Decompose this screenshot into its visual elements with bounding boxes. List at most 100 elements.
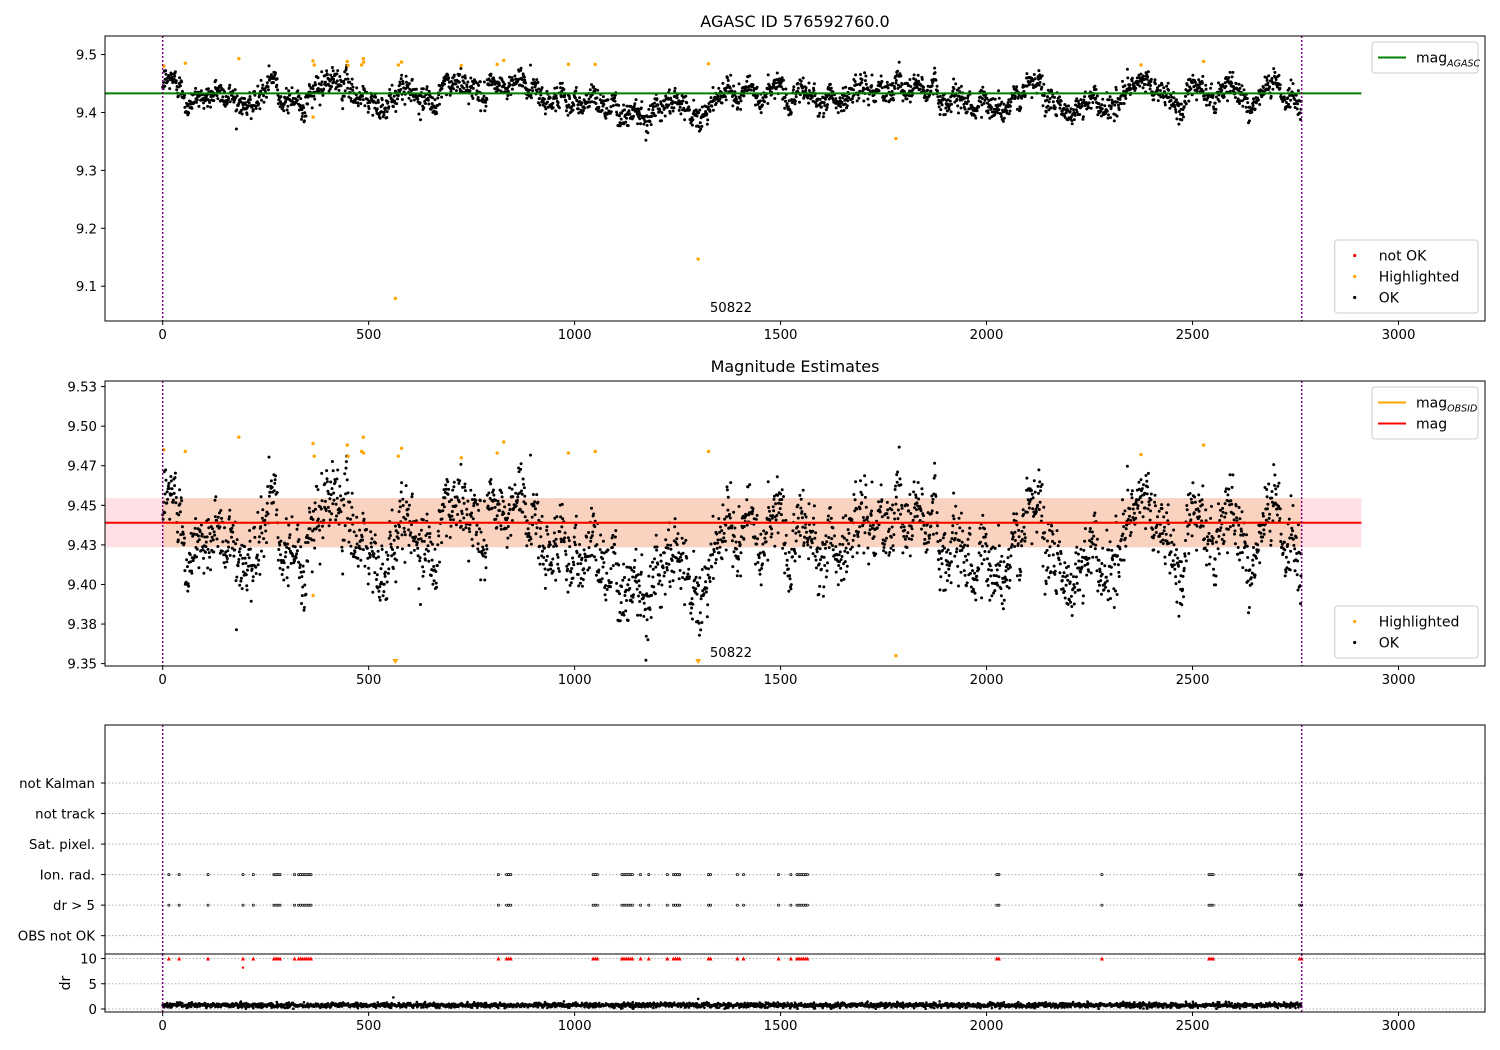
ok-point (1189, 87, 1193, 91)
ok-point (1025, 72, 1029, 76)
ok-point (175, 88, 179, 92)
ok-point (615, 110, 619, 114)
ok-point (478, 80, 482, 84)
ok-point (169, 475, 173, 478)
ok-point (526, 527, 530, 531)
ok-point (685, 101, 689, 105)
ok-point (845, 564, 849, 568)
ok-point (536, 101, 540, 105)
ok-point (669, 547, 673, 551)
ok-point (720, 529, 724, 533)
ok-point (790, 98, 794, 102)
ok-point (361, 511, 365, 515)
ok-point (164, 72, 168, 76)
ok-point (351, 85, 355, 89)
ok-point (634, 98, 638, 102)
ok-point (940, 103, 944, 107)
ok-point (262, 94, 266, 98)
ok-point (290, 86, 294, 90)
ok-point (1109, 104, 1113, 108)
ok-point (253, 90, 256, 93)
ok-point (985, 557, 989, 561)
ok-point (473, 493, 476, 497)
ok-point (1247, 119, 1251, 123)
ok-point (686, 572, 690, 576)
ok-point (938, 551, 942, 555)
ok-point (182, 541, 186, 545)
ok-point (342, 82, 346, 85)
ok-point (1087, 101, 1091, 105)
ok-point (985, 96, 989, 100)
ok-point (339, 510, 343, 514)
ok-point (737, 505, 741, 508)
ok-point (355, 86, 359, 90)
ok-point (938, 113, 942, 116)
ok-point (642, 601, 646, 605)
ok-point (714, 558, 718, 561)
ok-point (342, 503, 346, 507)
ok-point (384, 550, 388, 554)
ok-point (664, 94, 668, 98)
ok-point (852, 493, 856, 496)
ok-point (993, 97, 997, 101)
ok-point (966, 94, 970, 98)
ok-point (1289, 78, 1293, 82)
ok-point (947, 567, 951, 571)
ok-point (1008, 104, 1012, 108)
ok-point (204, 540, 208, 544)
ok-point (213, 533, 217, 537)
ok-point (416, 97, 420, 101)
ok-point (883, 539, 887, 543)
ok-point (666, 543, 670, 547)
ok-point (670, 559, 674, 562)
ok-point (320, 471, 324, 475)
ok-point (834, 545, 838, 549)
ok-point (253, 525, 256, 529)
ok-point (378, 116, 382, 120)
ok-point (870, 73, 874, 77)
ok-point (538, 103, 542, 107)
ok-point (377, 100, 380, 104)
ok-point (356, 104, 360, 108)
ok-point (366, 582, 370, 586)
ok-point (651, 108, 655, 112)
ok-point (739, 551, 743, 555)
ok-point (1023, 93, 1027, 97)
ok-point (1180, 118, 1184, 122)
ok-point (725, 485, 729, 489)
ok-point (782, 495, 785, 498)
ok-point (1267, 74, 1271, 78)
ok-point (968, 532, 972, 536)
ok-point (576, 107, 580, 111)
ok-point (400, 73, 404, 77)
ok-point (556, 562, 560, 566)
ok-point (499, 527, 503, 531)
ok-point (204, 545, 208, 549)
ok-point (882, 546, 886, 549)
ok-point (479, 109, 483, 113)
ok-point (845, 570, 848, 574)
ok-point (862, 99, 866, 103)
ok-point (1019, 570, 1023, 574)
ok-point (745, 498, 749, 502)
ok-point (302, 608, 306, 612)
ok-point (460, 512, 464, 516)
ok-point (897, 60, 901, 64)
ok-point (369, 530, 373, 534)
ok-point (350, 491, 354, 495)
ok-point (363, 564, 367, 568)
ok-point (249, 117, 253, 121)
ok-point (566, 567, 570, 571)
ok-point (720, 557, 724, 561)
ok-point (303, 111, 307, 115)
ok-point (982, 558, 986, 562)
ok-point (1295, 107, 1299, 111)
ok-point (1182, 115, 1185, 119)
ok-point (997, 108, 1001, 112)
ok-point (578, 543, 582, 546)
ok-point (1036, 503, 1040, 507)
ok-point (302, 606, 306, 609)
ok-point (794, 95, 798, 99)
ok-point (396, 94, 400, 98)
ok-point (343, 472, 347, 476)
